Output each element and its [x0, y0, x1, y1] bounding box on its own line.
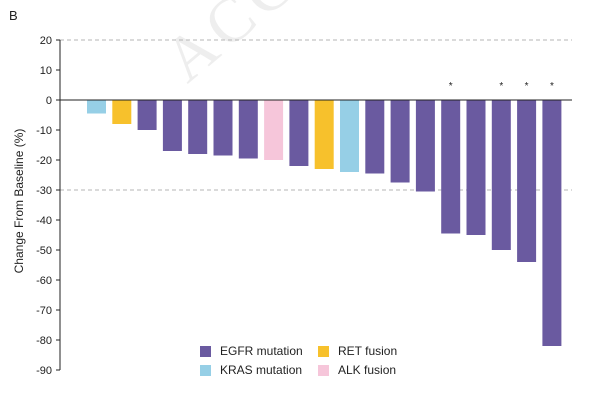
- y-tick-label: -50: [36, 245, 52, 257]
- legend-item-alk: ALK fusion: [318, 363, 428, 377]
- bar: [213, 100, 233, 156]
- y-tick-label: -20: [36, 155, 52, 167]
- legend-swatch-ret: [318, 345, 329, 357]
- bar: [264, 100, 284, 160]
- y-tick-label: -80: [36, 335, 52, 347]
- bar: [542, 100, 562, 346]
- y-tick-label: 10: [40, 65, 52, 77]
- bar: [517, 100, 537, 262]
- y-tick-label: 0: [46, 95, 52, 107]
- bar-marker: *: [449, 81, 453, 92]
- y-tick-label: -70: [36, 305, 52, 317]
- bar: [491, 100, 511, 250]
- bar: [340, 100, 359, 172]
- legend-swatch-kras: [200, 364, 211, 376]
- bar: [466, 100, 486, 235]
- bar-marker: *: [499, 81, 503, 92]
- bar: [188, 100, 208, 154]
- bar: [289, 100, 309, 166]
- bar: [415, 100, 435, 192]
- legend-label-kras: KRAS mutation: [220, 363, 303, 377]
- legend-swatch-alk: [318, 364, 329, 376]
- bar: [238, 100, 258, 159]
- panel-label: B: [9, 8, 18, 23]
- chart-legend: EGFR mutation RET fusion KRAS mutation A…: [200, 344, 428, 377]
- bar: [112, 100, 132, 124]
- y-tick-label: -30: [36, 185, 52, 197]
- bar: [87, 100, 106, 114]
- y-axis-label: Change From Baseline (%): [12, 129, 26, 274]
- legend-item-egfr: EGFR mutation: [200, 344, 318, 358]
- bar: [314, 100, 334, 169]
- bar-marker: *: [525, 81, 529, 92]
- y-tick-label: -90: [36, 365, 52, 377]
- legend-label-ret: RET fusion: [338, 344, 398, 358]
- y-tick-label: -60: [36, 275, 52, 287]
- y-tick-label: -40: [36, 215, 52, 227]
- legend-label-alk: ALK fusion: [338, 363, 397, 377]
- bar: [390, 100, 410, 183]
- y-tick-label: -10: [36, 125, 52, 137]
- bar-marker: *: [550, 81, 554, 92]
- legend-label-egfr: EGFR mutation: [220, 344, 303, 358]
- bar: [162, 100, 182, 151]
- legend-item-ret: RET fusion: [318, 344, 428, 358]
- bar: [365, 100, 385, 174]
- legend-item-kras: KRAS mutation: [200, 363, 318, 377]
- bar: [441, 100, 461, 234]
- legend-swatch-egfr: [200, 345, 211, 357]
- y-tick-label: 20: [40, 35, 52, 47]
- bar: [137, 100, 157, 130]
